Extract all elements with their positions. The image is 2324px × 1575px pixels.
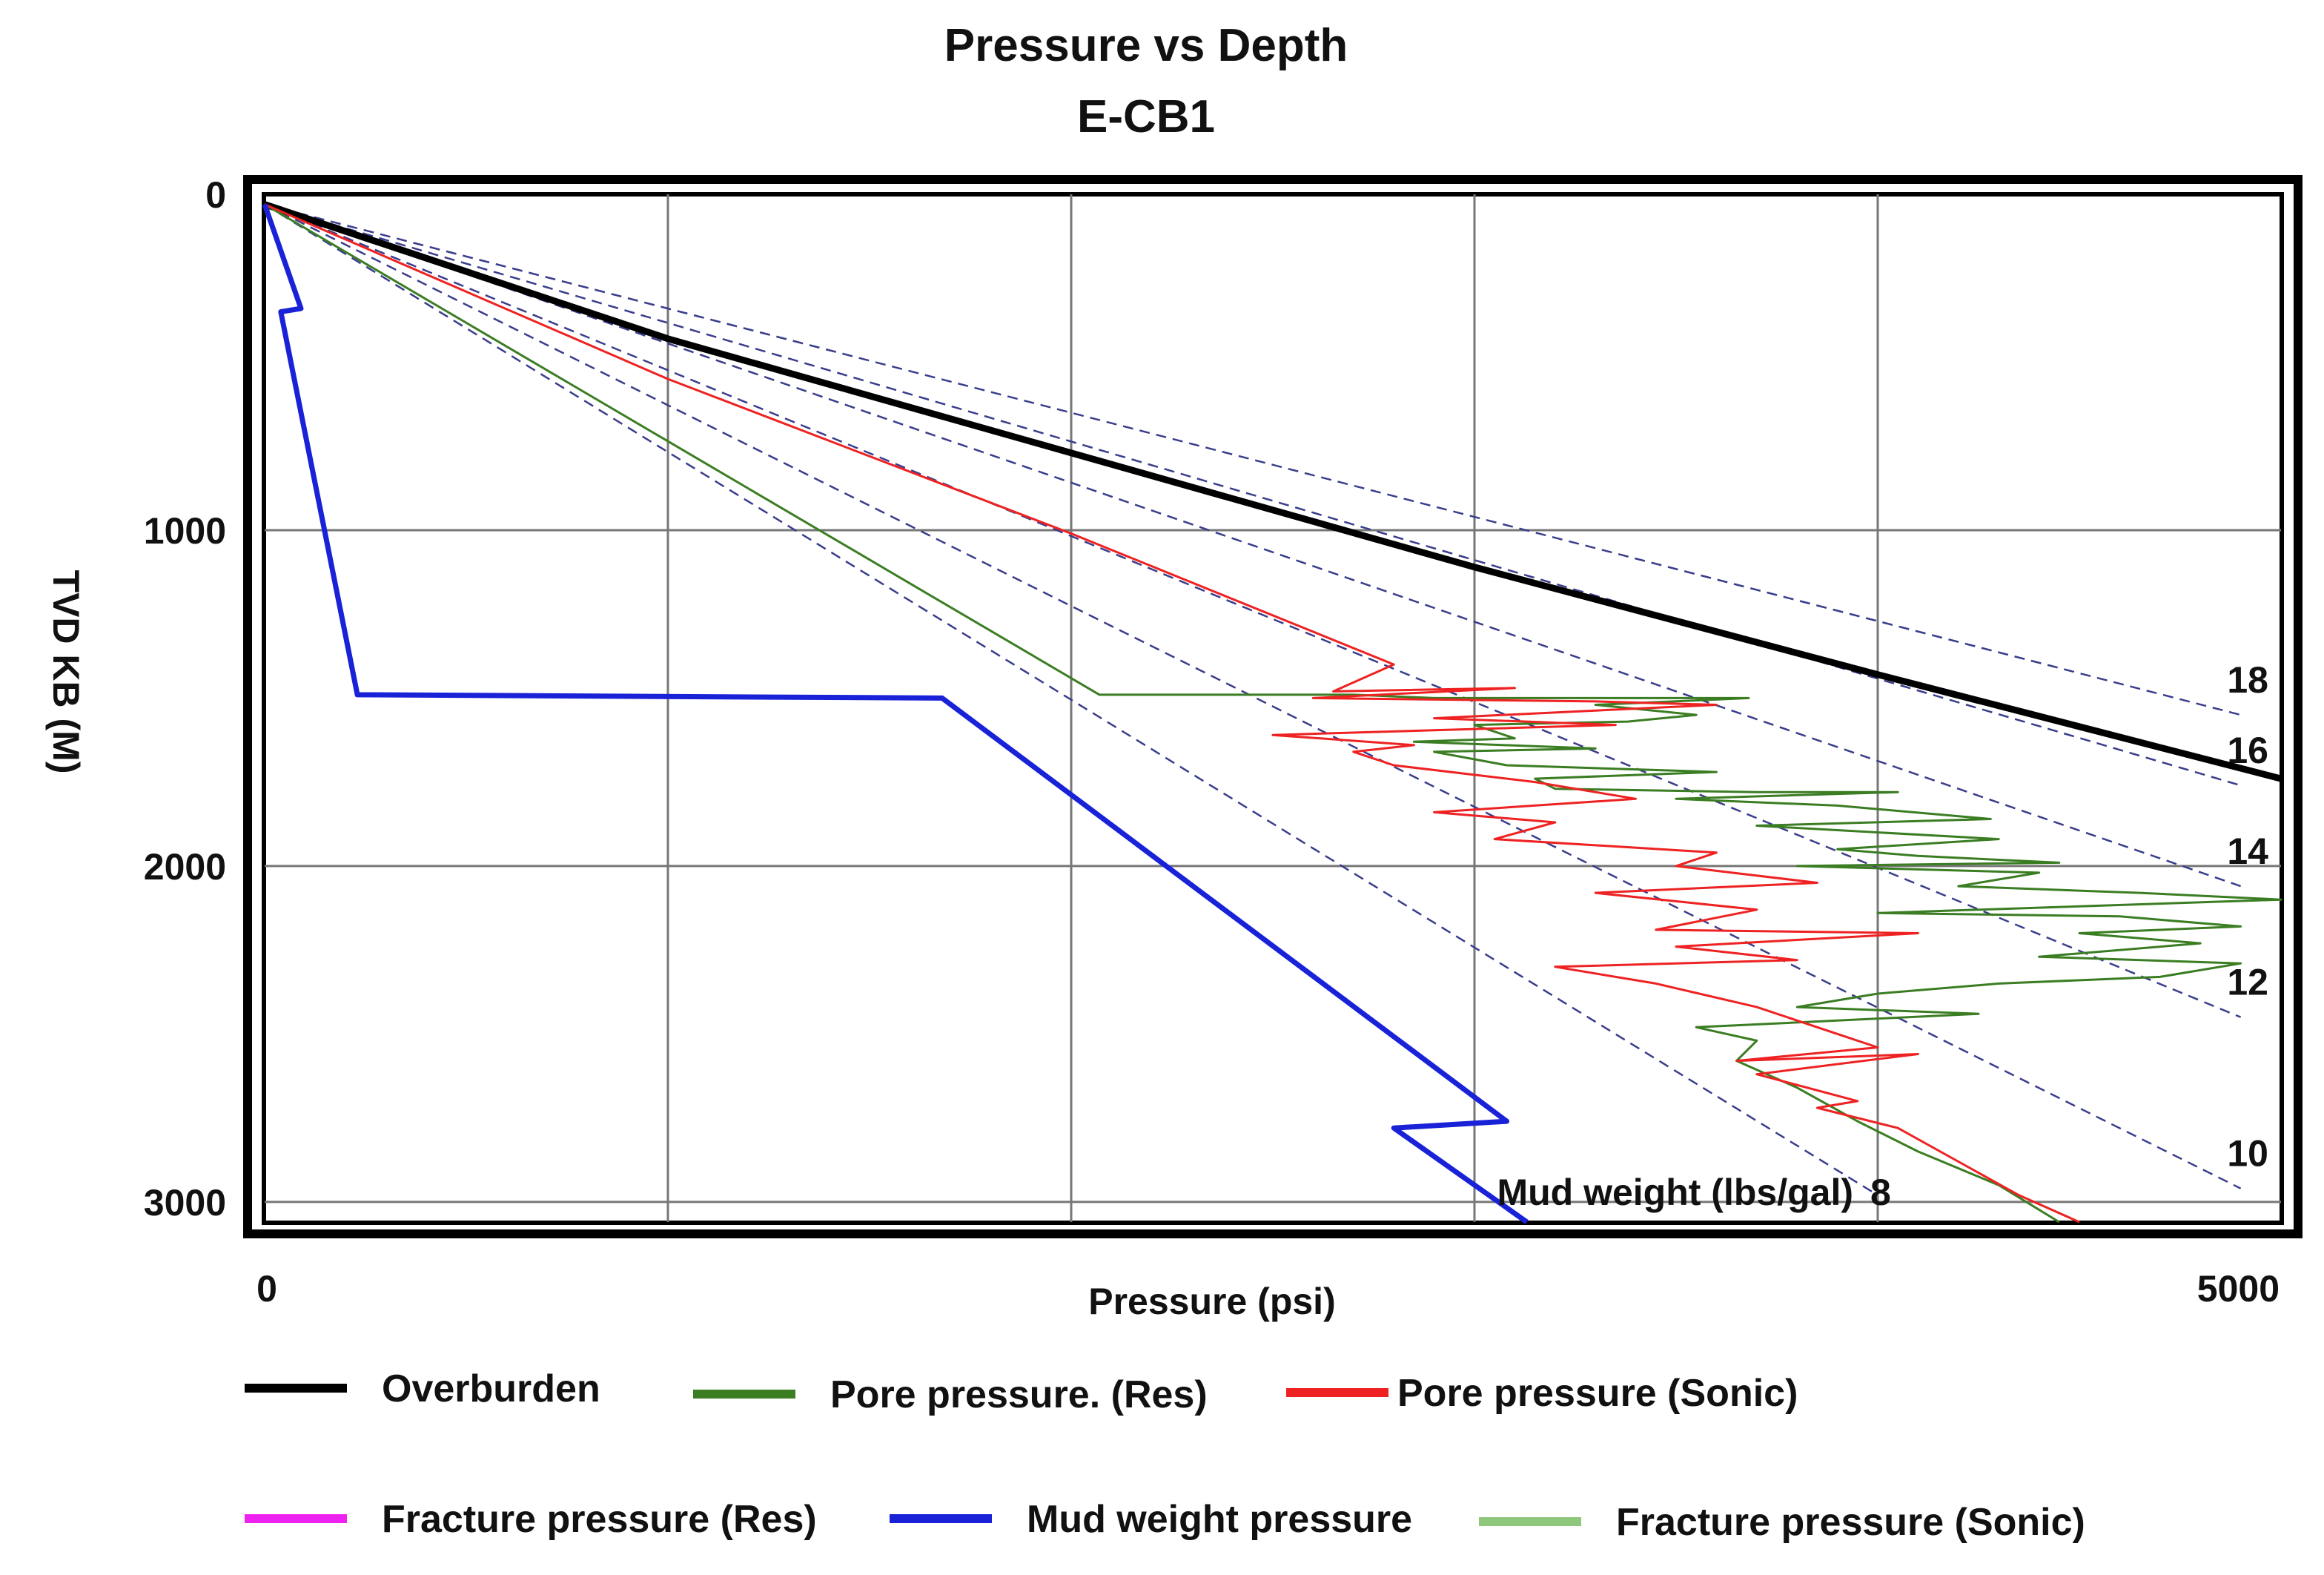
legend-label-mud-weight-pressure: Mud weight pressure [1027,1498,1412,1541]
mud-weight-line-8 [264,203,1878,1196]
legend-label-fracture-pressure-res: Fracture pressure (Res) [382,1498,817,1541]
mud-weight-line-10 [264,203,2242,1189]
y-tick-1000: 1000 [144,510,226,552]
y-axis-label: TVD KB (M) [45,570,87,774]
plot-frame-outer [243,175,2303,1238]
mud-weight-label-18: 18 [2227,659,2268,701]
x-tick-5000: 5000 [2197,1268,2280,1310]
series-pore-pressure-sonic [264,203,2080,1224]
mud-weight-label-14: 14 [2227,831,2268,872]
data-series [262,201,2282,1224]
y-tick-labels: 0 1000 2000 3000 [144,174,226,1224]
legend-label-pore-pressure-sonic: Pore pressure (Sonic) [1397,1372,1798,1415]
y-tick-0: 0 [205,174,226,216]
mud-weight-line-18 [264,203,2241,716]
legend: Overburden Pore pressure. (Res) Pore press… [245,1367,2085,1544]
legend-label-overburden: Overburden [382,1367,600,1410]
mud-weight-line-12 [264,203,2242,1018]
mud-weight-axis-label: Mud weight (lbs/gal) [1497,1172,1853,1213]
chart-subtitle: E-CB1 [1077,91,1215,142]
plot-frame-inner [262,192,2284,1225]
mud-weight-line-16 [264,203,2241,787]
x-tick-0: 0 [256,1268,277,1310]
series-mud-weight-pressure [262,203,1529,1224]
y-tick-3000: 3000 [144,1182,226,1224]
chart-title: Pressure vs Depth [944,20,1348,71]
series-overburden [263,201,2282,782]
y-tick-2000: 2000 [144,846,226,888]
mud-weight-label-12: 12 [2227,962,2268,1003]
legend-label-pore-pressure-res: Pore pressure. (Res) [830,1373,1208,1416]
x-tick-labels: 0 5000 [256,1268,2280,1310]
mud-weight-label-8: 8 [1870,1172,1891,1213]
legend-label-fracture-pressure-sonic: Fracture pressure (Sonic) [1616,1501,2085,1544]
series-pore-pressure-res [264,203,2282,1224]
mud-weight-line-14 [264,203,2242,888]
mud-weight-label-10: 10 [2227,1133,2268,1175]
x-axis-label: Pressure (psi) [1088,1281,1335,1322]
grid-lines [265,194,2281,1222]
